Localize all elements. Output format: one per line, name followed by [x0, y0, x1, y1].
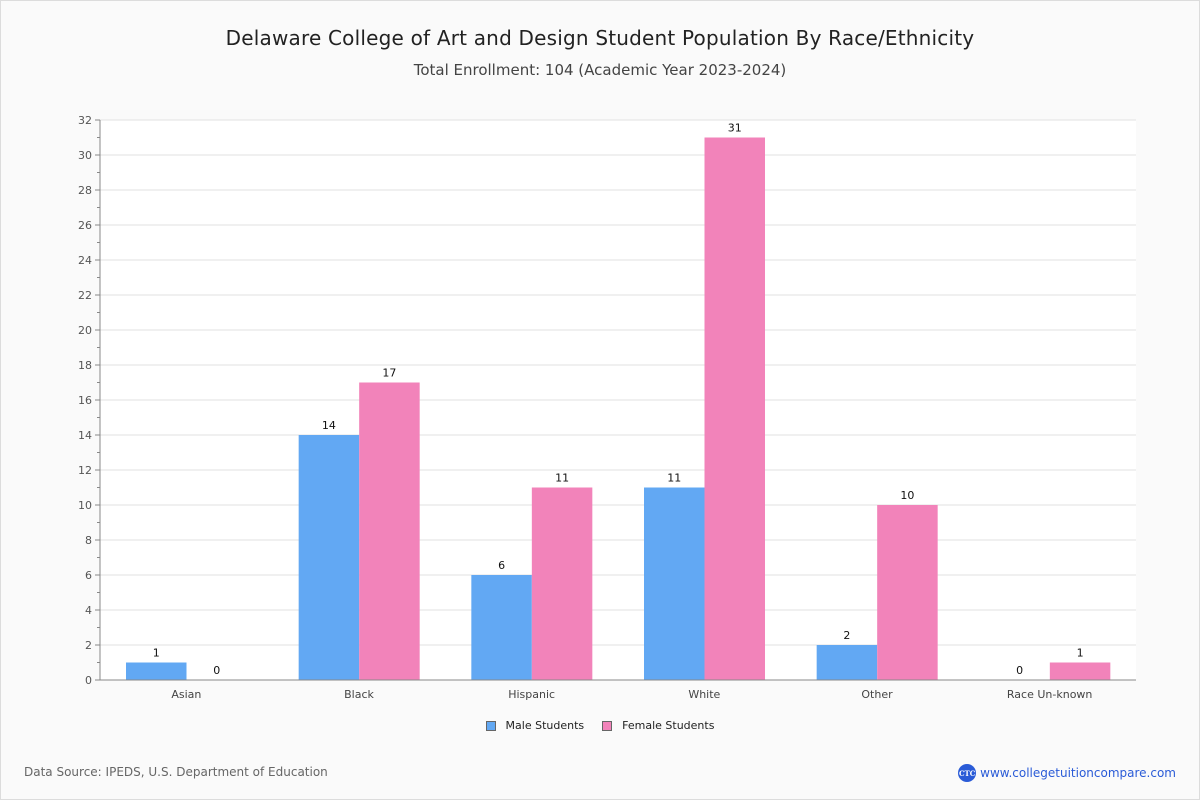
y-tick-label: 10 — [78, 499, 92, 512]
y-tick-label: 24 — [78, 254, 92, 267]
legend-label-female: Female Students — [622, 719, 715, 732]
y-tick-label: 32 — [78, 114, 92, 127]
x-tick-label: Other — [861, 688, 893, 701]
bar-male — [126, 662, 187, 680]
bar-female — [359, 382, 420, 680]
bar-female — [1049, 662, 1111, 680]
ctc-logo-icon: CTC — [958, 764, 977, 782]
y-tick-label: 26 — [78, 219, 92, 232]
bar-value-label: 14 — [322, 419, 336, 432]
legend-item-female[interactable]: Female Students — [602, 719, 714, 732]
y-tick-label: 16 — [78, 394, 92, 407]
x-tick-label: Race Un-known — [1007, 688, 1093, 701]
bar-female — [877, 505, 938, 680]
bar-male — [816, 645, 878, 680]
bar-value-label: 1 — [1077, 647, 1084, 660]
legend-label-male: Male Students — [505, 719, 585, 732]
gridlines — [100, 119, 1136, 646]
x-tick-label: White — [688, 688, 720, 701]
bar-value-label: 11 — [555, 472, 569, 485]
bar-male — [644, 487, 705, 680]
x-tick-label: Asian — [171, 688, 201, 701]
y-tick-label: 4 — [85, 604, 92, 617]
bar-value-label: 31 — [728, 122, 742, 135]
legend: Male Students Female Students — [0, 719, 1200, 732]
y-tick-label: 18 — [78, 359, 92, 372]
x-axis: Asian Black Hispanic White Other Race Un-know… — [100, 679, 1136, 701]
brand-link[interactable]: CTC www.collegetuitioncompare.com — [958, 764, 1176, 782]
brand-url: www.collegetuitioncompare.com — [980, 766, 1176, 780]
bar-value-label: 1 — [153, 647, 160, 660]
bar-value-label: 2 — [843, 629, 850, 642]
bar-value-label: 10 — [900, 489, 914, 502]
bar-value-label: 6 — [498, 559, 505, 572]
y-tick-label: 6 — [85, 569, 92, 582]
data-source: Data Source: IPEDS, U.S. Department of E… — [24, 765, 328, 779]
x-tick-label: Black — [344, 688, 374, 701]
bar-male — [298, 435, 360, 680]
chart-subtitle: Total Enrollment: 104 (Academic Year 202… — [413, 61, 787, 79]
y-tick-label: 22 — [78, 289, 92, 302]
y-tick-label: 28 — [78, 184, 92, 197]
bar-value-label: 0 — [1016, 664, 1023, 677]
bar-female — [531, 487, 593, 680]
y-tick-label: 14 — [78, 429, 92, 442]
y-tick-label: 30 — [78, 149, 92, 162]
y-tick-label: 2 — [85, 639, 92, 652]
bar-value-label: 0 — [213, 664, 220, 677]
bar-female — [704, 137, 765, 680]
bar-male — [471, 575, 532, 680]
chart-title: Delaware College of Art and Design Stude… — [225, 26, 975, 50]
y-tick-label: 8 — [85, 534, 92, 547]
y-tick-label: 0 — [85, 674, 92, 687]
legend-item-male[interactable]: Male Students — [485, 719, 585, 732]
legend-swatch-male — [485, 720, 496, 731]
y-tick-label: 12 — [78, 464, 92, 477]
y-tick-label: 20 — [78, 324, 92, 337]
bar-value-label: 11 — [667, 472, 681, 485]
x-tick-label: Hispanic — [508, 688, 555, 701]
bar-value-label: 17 — [382, 367, 396, 380]
legend-swatch-female — [602, 720, 613, 731]
